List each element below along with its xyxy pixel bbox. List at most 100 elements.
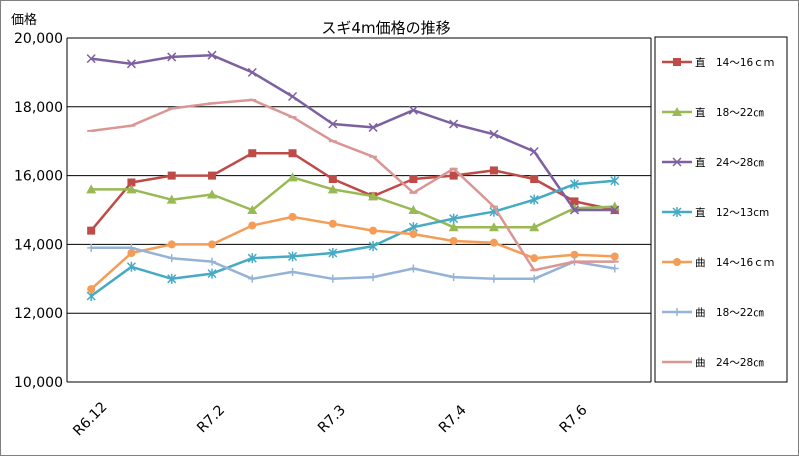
data-point <box>449 213 459 224</box>
data-point <box>569 205 580 215</box>
data-point <box>529 146 539 157</box>
data-point <box>672 157 682 167</box>
data-point <box>449 171 458 180</box>
x-tick-label: R7.4 <box>436 402 470 436</box>
series-line <box>91 53 615 212</box>
data-point <box>610 175 620 186</box>
data-point <box>529 222 540 232</box>
data-point <box>610 205 620 215</box>
data-point <box>610 264 619 273</box>
data-point <box>288 212 297 221</box>
data-point <box>673 58 681 66</box>
data-point <box>288 149 297 158</box>
data-point <box>369 273 378 282</box>
data-point <box>167 273 177 284</box>
data-point <box>409 230 418 239</box>
data-point <box>368 191 379 201</box>
data-point <box>127 243 136 252</box>
series-lines <box>86 50 620 301</box>
data-point <box>207 240 216 249</box>
data-point <box>489 238 498 247</box>
series-line <box>90 215 615 291</box>
data-point <box>167 254 176 263</box>
series <box>86 172 620 232</box>
data-point <box>207 50 217 60</box>
data-point <box>87 226 96 235</box>
data-point <box>328 248 338 258</box>
data-point <box>247 205 258 214</box>
data-point <box>610 252 619 261</box>
data-point <box>570 250 579 259</box>
data-point <box>530 254 539 263</box>
series <box>86 50 620 215</box>
data-point <box>207 257 216 266</box>
legend-label: 曲 14～16ｃｍ <box>695 257 774 269</box>
y-axis-unit-label: 価格 <box>11 12 37 28</box>
x-tick-label: R7.2 <box>194 402 228 436</box>
data-point <box>288 267 297 276</box>
data-point <box>207 171 216 180</box>
data-point <box>327 184 338 194</box>
legend-label: 直 18～22㎝ <box>695 106 764 119</box>
chart-title: スギ4m価格の推移 <box>321 19 450 37</box>
legend-item: 曲 24～28㎝ <box>662 357 764 369</box>
series <box>87 212 619 294</box>
data-point <box>673 258 681 266</box>
data-point <box>449 273 458 282</box>
data-point <box>166 194 177 204</box>
data-point <box>328 219 337 228</box>
data-point <box>87 243 96 252</box>
series-line <box>90 151 616 232</box>
y-tick-label: 16,000 <box>14 169 63 185</box>
data-point <box>247 253 257 264</box>
series-line <box>90 179 615 298</box>
legend-label: 曲 24～28㎝ <box>695 357 764 369</box>
data-point <box>672 107 682 116</box>
legend-label: 直 12～13cm <box>695 206 769 219</box>
data-point <box>672 207 682 217</box>
data-point <box>86 184 97 194</box>
series-line <box>91 246 616 281</box>
data-point <box>449 119 459 129</box>
data-point <box>368 241 378 252</box>
data-point <box>409 264 418 273</box>
series <box>87 98 619 272</box>
legend-item: 直 18～22㎝ <box>662 106 764 119</box>
data-point <box>247 67 257 77</box>
data-point <box>287 172 298 182</box>
legend-label: 直 14～16ｃｍ <box>695 56 774 69</box>
legend-label: 曲 18～22㎝ <box>695 307 764 319</box>
data-point <box>489 274 498 283</box>
data-point <box>207 268 217 279</box>
data-point <box>126 184 137 194</box>
legend-item: 直 12～13cm <box>662 206 769 219</box>
data-point <box>248 274 257 283</box>
data-point <box>489 129 499 139</box>
data-point <box>167 171 176 180</box>
data-point <box>530 274 539 283</box>
y-axis-ticks: 10,000 12,000 14,000 16,000 18,000 20,000 <box>14 31 63 391</box>
series-line <box>91 176 615 229</box>
data-point <box>673 308 681 316</box>
data-point <box>127 178 136 187</box>
data-point <box>206 189 217 199</box>
y-tick-label: 18,000 <box>14 100 63 116</box>
data-point <box>570 197 579 206</box>
data-point <box>368 122 378 132</box>
data-point <box>569 179 580 190</box>
y-tick-label: 10,000 <box>14 375 63 391</box>
data-point <box>126 59 136 69</box>
legend-item: 直 14～16ｃｍ <box>662 56 774 69</box>
data-point <box>167 52 177 62</box>
data-point <box>328 119 338 129</box>
data-point <box>328 175 337 184</box>
data-point <box>167 240 176 249</box>
data-point <box>448 222 459 232</box>
data-point <box>328 274 337 283</box>
y-tick-label: 14,000 <box>14 237 63 253</box>
x-tick-label: R6.12 <box>70 399 110 439</box>
series <box>87 243 619 283</box>
